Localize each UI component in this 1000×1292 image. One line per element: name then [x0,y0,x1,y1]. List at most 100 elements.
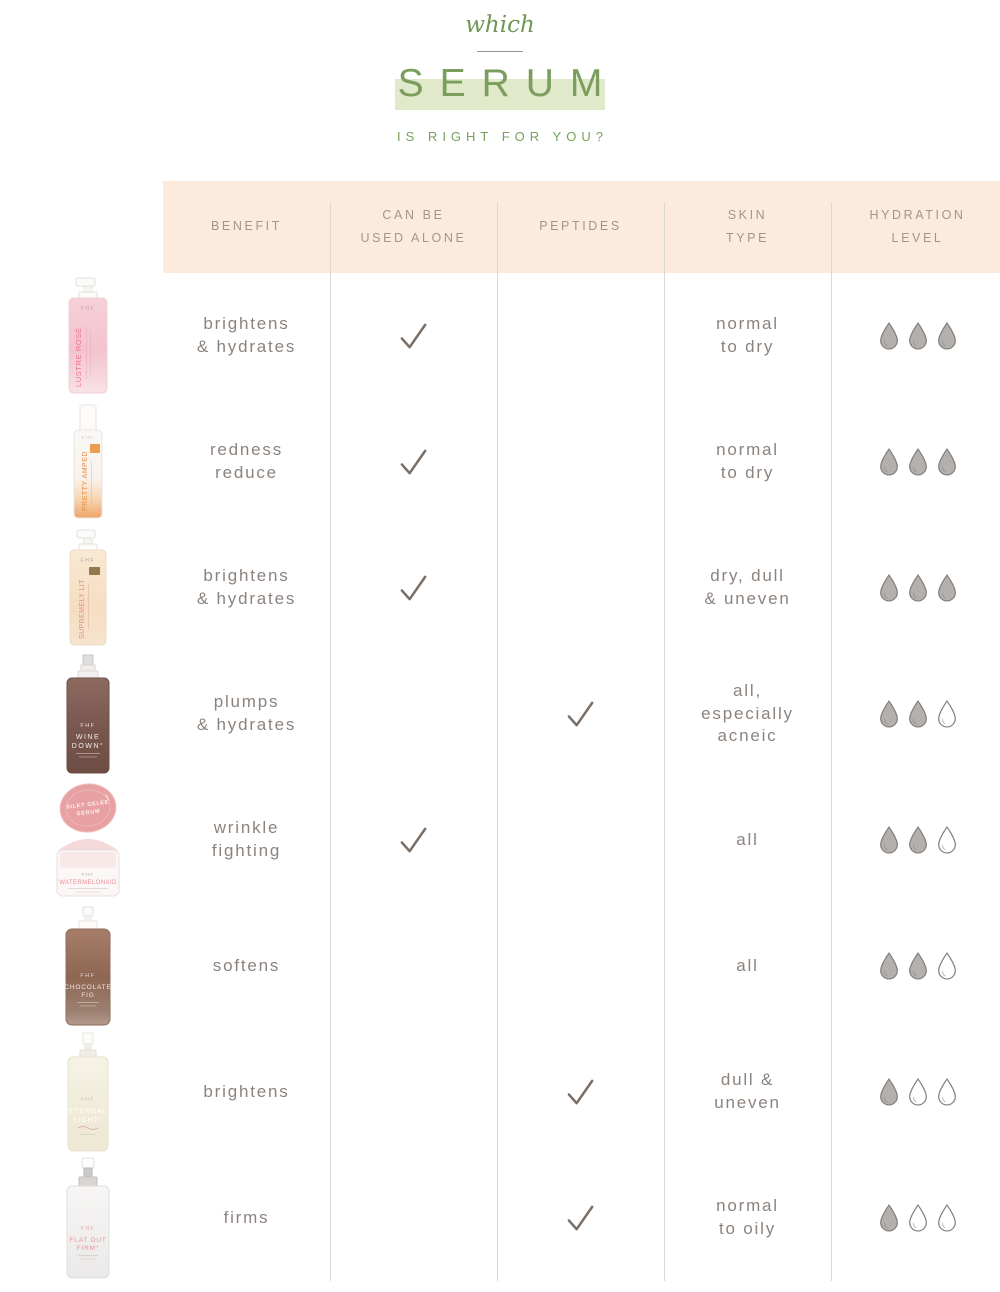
column-divider [664,202,665,1281]
hydration-cell [831,651,1000,777]
product-image-pretty-amped: FHF PRETTY AMPED [28,399,148,525]
benefit-cell: softens [212,955,281,975]
bottle-label-text: WINE [76,734,100,741]
droplet-filled-icon [879,1078,898,1106]
hydration-cell [831,525,1000,651]
check-icon [400,575,427,600]
bottle-label-text: DOWN° [72,742,104,750]
benefit-cell: firms [223,1207,270,1227]
column-divider [497,202,498,1281]
product-image-chocolate-fig: FHF CHOCOLATE FIG [28,903,148,1029]
lustre-rose-bottle-icon: FHF LUSTRE ROSÉ [68,277,108,394]
check-icon [400,827,427,852]
header-divider-line [477,51,523,52]
check-icon [567,1205,594,1230]
column-divider [330,202,331,1281]
droplet-filled-icon [908,826,927,854]
product-image-column: FHF LUSTRE ROSÉ FHF PRETTY AMPED [28,273,148,1281]
bottle-brand-text: FHF [81,558,95,564]
bottle-label-text: ETERNAL [68,1108,107,1115]
droplet-filled-icon [908,574,927,602]
page-subtitle: IS RIGHT FOR YOU? [397,129,608,144]
pretty-amped-bottle-icon: FHF PRETTY AMPED [73,404,103,519]
bottle-brand-text: FHF [80,723,95,729]
check-icon [400,449,427,474]
wine-down-bottle-icon: FHF WINE DOWN° [66,654,110,774]
bottle-label-text: FLAT OUT [69,1237,106,1244]
droplet-empty-icon [937,700,956,728]
peptides-cell [497,651,664,777]
droplet-empty-icon [937,952,956,980]
droplet-filled-icon [879,700,898,728]
droplet-filled-icon [879,448,898,476]
bottle-brand-text: FHF [80,973,95,979]
column-header-hydration: HYDRATION LEVEL [869,207,966,245]
bottle-brand-text: FHF [81,1097,95,1103]
bottle-label-text: SUPREMELY LIT [79,579,86,639]
droplet-filled-icon [879,826,898,854]
bottle-brand-text: FHF [82,435,94,440]
eyebrow-text: which [465,12,535,38]
benefit-cell: plumps & hydrates [196,692,297,734]
hydration-cell [831,1029,1000,1155]
used-alone-cell [330,1155,497,1281]
droplet-empty-icon [908,1078,927,1106]
bottle-brand-text: FHF [81,1226,95,1232]
benefit-cell: brightens & hydrates [196,314,297,356]
product-image-wine-down: FHF WINE DOWN° [28,651,148,777]
bottle-label-text: CHOCOLATE [64,984,111,991]
product-image-flat-out-firm: FHF FLAT OUT FIRM° [28,1155,148,1281]
hydration-cell [831,399,1000,525]
bottle-label-text: FIG [81,992,94,999]
droplet-filled-icon [908,448,927,476]
used-alone-cell [330,903,497,1029]
column-header-skin-type: SKIN TYPE [725,207,770,245]
skin-type-cell: all [736,829,759,849]
bottle-label-text: LUSTRE ROSÉ [74,327,83,387]
peptides-cell [497,1155,664,1281]
column-header-benefit: BENEFIT [211,219,282,234]
droplet-empty-icon [937,1078,956,1106]
used-alone-cell [330,525,497,651]
used-alone-cell [330,651,497,777]
comparison-table: brightens & hydrates normal to dry redne… [163,273,1000,1281]
peptides-cell [497,777,664,903]
skin-type-cell: dry, dull & uneven [704,566,791,608]
eternal-light-bottle-icon: FHF ETERNAL LIGHT° [67,1032,109,1152]
column-header-used-alone: CAN BE USED ALONE [360,207,467,245]
peptides-cell [497,399,664,525]
title-highlight-band [395,79,605,110]
hydration-cell [831,1155,1000,1281]
peptides-cell [497,903,664,1029]
droplet-filled-icon [879,574,898,602]
droplet-empty-icon [908,1204,927,1232]
product-image-eternal-light: FHF ETERNAL LIGHT° [28,1029,148,1155]
bottle-label-text: PRETTY AMPED [82,451,89,511]
page-title: SERUM [397,62,619,105]
check-icon [567,701,594,726]
skin-type-cell: normal to dry [716,314,779,356]
bottle-label-text: FIRM° [77,1244,99,1252]
droplet-filled-icon [908,700,927,728]
droplet-filled-icon [879,952,898,980]
watermelonaid-jar-icon: SILKY GELÉE SERUM FHF WATERMELONAID [56,783,120,897]
droplet-empty-icon [937,826,956,854]
droplet-filled-icon [937,448,956,476]
hydration-cell [831,777,1000,903]
bottle-label-text: LIGHT° [73,1116,102,1124]
product-image-lustre-rose: FHF LUSTRE ROSÉ [28,273,148,399]
droplet-filled-icon [879,322,898,350]
skin-type-cell: normal to oily [716,1196,779,1238]
benefit-cell: brightens & hydrates [196,566,297,608]
check-icon [400,323,427,348]
benefit-cell: redness reduce [209,440,284,482]
jar-label-text: WATERMELONAID [59,880,117,886]
droplet-filled-icon [937,574,956,602]
chocolate-fig-bottle-icon: FHF CHOCOLATE FIG [64,906,111,1026]
benefit-cell: wrinkle fighting [211,818,282,860]
skin-type-cell: all, especially acneic [701,680,794,746]
used-alone-cell [330,1029,497,1155]
hydration-cell [831,273,1000,399]
bottle-brand-text: FHF [81,306,95,312]
skin-type-cell: dull & uneven [714,1070,781,1112]
